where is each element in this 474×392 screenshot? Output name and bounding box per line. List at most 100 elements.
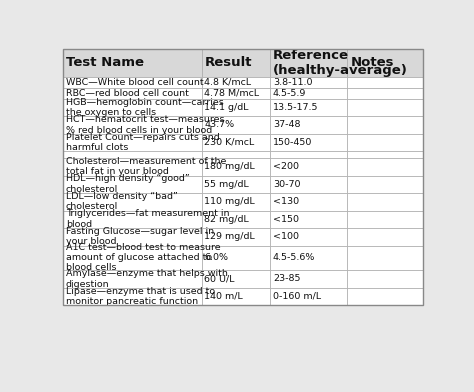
Bar [347,116,423,134]
Bar [63,151,201,158]
Bar [347,193,423,211]
Bar [347,246,423,270]
Text: HGB—hemoglobin count—carries
the oxygen to cells: HGB—hemoglobin count—carries the oxygen … [66,98,224,117]
Text: Lipase—enzyme that is used to
monitor pancreatic function: Lipase—enzyme that is used to monitor pa… [66,287,215,306]
Text: Amylase—enzyme that helps with
digestion: Amylase—enzyme that helps with digestion [66,269,228,289]
Bar [347,211,423,228]
Bar [347,158,423,176]
Text: Platelet Count—repairs cuts and
harmful clots: Platelet Count—repairs cuts and harmful … [66,132,219,152]
Bar [63,88,201,99]
Text: 6.0%: 6.0% [204,253,228,262]
Text: 43.7%: 43.7% [204,120,235,129]
Text: 14.1 g/dL: 14.1 g/dL [204,103,249,112]
Bar [347,176,423,193]
Text: 4.5-5.9: 4.5-5.9 [273,89,306,98]
Bar [201,134,270,151]
Text: 4.5-5.6%: 4.5-5.6% [273,253,315,262]
Bar [63,211,201,228]
Bar [347,49,423,77]
Bar [201,228,270,246]
Bar [63,99,201,116]
Text: <100: <100 [273,232,299,241]
Text: HCT—hematocrit test—measures
% red blood cells in your blood: HCT—hematocrit test—measures % red blood… [66,115,224,134]
Bar [270,116,347,134]
Bar [201,246,270,270]
Text: <200: <200 [273,162,299,171]
Bar [201,88,270,99]
Bar [270,270,347,288]
Bar [347,134,423,151]
Bar [201,270,270,288]
Bar [201,193,270,211]
Text: 60 U/L: 60 U/L [204,274,235,283]
Text: 150-450: 150-450 [273,138,312,147]
Bar [201,158,270,176]
Bar [63,176,201,193]
Bar [270,176,347,193]
Text: HDL—high density “good”
cholesterol: HDL—high density “good” cholesterol [66,174,190,194]
Bar [347,99,423,116]
Text: Cholesterol—measurement of the
total fat in your blood: Cholesterol—measurement of the total fat… [66,157,226,176]
Text: Notes: Notes [350,56,394,69]
Text: 13.5-17.5: 13.5-17.5 [273,103,319,112]
Bar [201,116,270,134]
Bar [347,228,423,246]
Bar [201,49,270,77]
Bar [347,77,423,88]
Bar [270,158,347,176]
Text: 140 m/L: 140 m/L [204,292,243,301]
Text: 4.8 K/mcL: 4.8 K/mcL [204,78,252,87]
Bar [63,158,201,176]
Bar [347,270,423,288]
Bar [201,288,270,305]
Bar [63,270,201,288]
Text: A1C test—blood test to measure
amount of glucose attached to
blood cells: A1C test—blood test to measure amount of… [66,243,220,272]
Bar [63,228,201,246]
Text: 110 mg/dL: 110 mg/dL [204,197,255,206]
Bar [270,288,347,305]
Bar [63,288,201,305]
Bar [270,134,347,151]
Text: 129 mg/dL: 129 mg/dL [204,232,255,241]
Text: 3.8-11.0: 3.8-11.0 [273,78,312,87]
Bar [63,77,201,88]
Text: RBC—red blood cell count: RBC—red blood cell count [66,89,189,98]
Text: WBC—White blood cell count: WBC—White blood cell count [66,78,203,87]
Bar [270,151,347,158]
Bar [201,77,270,88]
Bar [63,49,423,305]
Bar [63,193,201,211]
Text: LDL—low density “bad”
cholesterol: LDL—low density “bad” cholesterol [66,192,178,211]
Bar [270,211,347,228]
Text: Fasting Glucose—sugar level in
your blood: Fasting Glucose—sugar level in your bloo… [66,227,214,246]
Bar [201,211,270,228]
Bar [270,193,347,211]
Text: Result: Result [204,56,252,69]
Bar [63,134,201,151]
Text: Test Name: Test Name [66,56,144,69]
Text: 4.78 M/mcL: 4.78 M/mcL [204,89,260,98]
Bar [270,49,347,77]
Bar [270,77,347,88]
Bar [63,49,423,305]
Bar [201,151,270,158]
Bar [270,99,347,116]
Text: 55 mg/dL: 55 mg/dL [204,180,249,189]
Bar [201,176,270,193]
Text: 30-70: 30-70 [273,180,301,189]
Bar [270,228,347,246]
Text: 82 mg/dL: 82 mg/dL [204,214,249,223]
Text: 23-85: 23-85 [273,274,301,283]
Text: 37-48: 37-48 [273,120,301,129]
Bar [347,151,423,158]
Text: 0-160 m/L: 0-160 m/L [273,292,321,301]
Text: Triglycerides—fat measurement in
blood: Triglycerides—fat measurement in blood [66,209,229,229]
Bar [270,246,347,270]
Bar [63,116,201,134]
Bar [270,88,347,99]
Text: 230 K/mcL: 230 K/mcL [204,138,255,147]
Bar [347,88,423,99]
Bar [63,49,201,77]
Text: 180 mg/dL: 180 mg/dL [204,162,255,171]
Bar [201,99,270,116]
